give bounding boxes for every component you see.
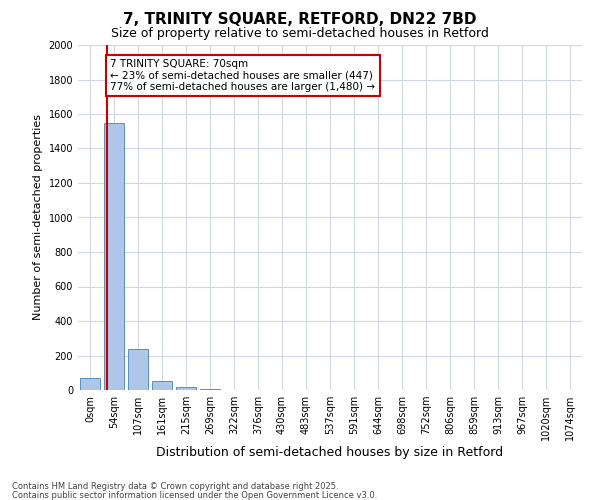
Text: 7 TRINITY SQUARE: 70sqm
← 23% of semi-detached houses are smaller (447)
77% of s: 7 TRINITY SQUARE: 70sqm ← 23% of semi-de…: [110, 59, 376, 92]
Bar: [176, 386, 196, 390]
Y-axis label: Number of semi-detached properties: Number of semi-detached properties: [33, 114, 43, 320]
Bar: [104, 122, 124, 390]
Text: Size of property relative to semi-detached houses in Retford: Size of property relative to semi-detach…: [111, 28, 489, 40]
X-axis label: Distribution of semi-detached houses by size in Retford: Distribution of semi-detached houses by …: [157, 446, 503, 459]
Bar: [80, 378, 100, 390]
Text: Contains public sector information licensed under the Open Government Licence v3: Contains public sector information licen…: [12, 490, 377, 500]
Bar: [128, 348, 148, 390]
Bar: [200, 389, 220, 390]
Text: 7, TRINITY SQUARE, RETFORD, DN22 7BD: 7, TRINITY SQUARE, RETFORD, DN22 7BD: [123, 12, 477, 28]
Bar: [152, 380, 172, 390]
Text: Contains HM Land Registry data © Crown copyright and database right 2025.: Contains HM Land Registry data © Crown c…: [12, 482, 338, 491]
